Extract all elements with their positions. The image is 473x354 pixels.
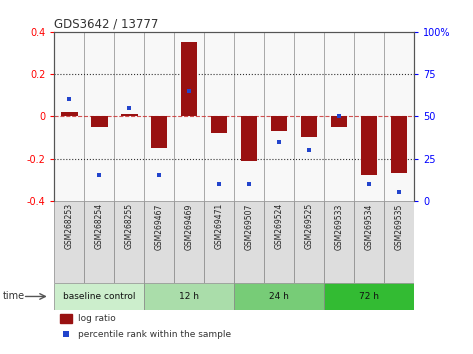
Text: GSM269524: GSM269524 — [274, 203, 284, 250]
Bar — [60, 314, 72, 323]
FancyBboxPatch shape — [54, 201, 84, 283]
Bar — [144, 32, 174, 201]
Text: GSM268255: GSM268255 — [125, 203, 134, 249]
Text: GSM269469: GSM269469 — [184, 203, 194, 250]
Bar — [354, 32, 384, 201]
Text: GSM269535: GSM269535 — [394, 203, 403, 250]
FancyBboxPatch shape — [294, 201, 324, 283]
Bar — [391, 116, 407, 173]
Bar — [204, 32, 234, 201]
Text: GSM268253: GSM268253 — [65, 203, 74, 249]
Text: GSM269534: GSM269534 — [364, 203, 374, 250]
Text: GSM269467: GSM269467 — [155, 203, 164, 250]
FancyBboxPatch shape — [114, 201, 144, 283]
FancyBboxPatch shape — [144, 283, 234, 310]
Bar — [271, 116, 287, 131]
Text: 72 h: 72 h — [359, 292, 379, 301]
FancyBboxPatch shape — [324, 201, 354, 283]
Text: GSM269525: GSM269525 — [305, 203, 314, 250]
Bar — [114, 32, 144, 201]
FancyBboxPatch shape — [264, 201, 294, 283]
FancyBboxPatch shape — [84, 201, 114, 283]
Text: 24 h: 24 h — [269, 292, 289, 301]
Bar — [91, 116, 107, 127]
FancyBboxPatch shape — [234, 283, 324, 310]
Text: time: time — [2, 291, 25, 302]
Bar — [84, 32, 114, 201]
Bar — [234, 32, 264, 201]
Bar — [211, 116, 228, 133]
Text: baseline control: baseline control — [63, 292, 136, 301]
FancyBboxPatch shape — [174, 201, 204, 283]
FancyBboxPatch shape — [384, 201, 414, 283]
FancyBboxPatch shape — [354, 201, 384, 283]
Bar — [294, 32, 324, 201]
Bar — [174, 32, 204, 201]
FancyBboxPatch shape — [54, 283, 144, 310]
Bar — [61, 112, 78, 116]
FancyBboxPatch shape — [144, 201, 174, 283]
Bar — [54, 32, 84, 201]
Bar — [301, 116, 317, 137]
Text: GSM269471: GSM269471 — [215, 203, 224, 250]
FancyBboxPatch shape — [204, 201, 234, 283]
Text: GSM269533: GSM269533 — [334, 203, 343, 250]
Text: GDS3642 / 13777: GDS3642 / 13777 — [54, 18, 159, 31]
Bar — [241, 116, 257, 161]
Bar — [324, 32, 354, 201]
Bar — [121, 114, 138, 116]
Bar — [384, 32, 414, 201]
Text: GSM269507: GSM269507 — [245, 203, 254, 250]
Text: 12 h: 12 h — [179, 292, 199, 301]
Bar — [264, 32, 294, 201]
Text: percentile rank within the sample: percentile rank within the sample — [78, 330, 231, 338]
Text: log ratio: log ratio — [78, 314, 115, 323]
Bar — [151, 116, 167, 148]
Text: GSM268254: GSM268254 — [95, 203, 104, 249]
FancyBboxPatch shape — [324, 283, 414, 310]
FancyBboxPatch shape — [234, 201, 264, 283]
Bar — [181, 42, 197, 116]
Bar — [331, 116, 347, 127]
Bar — [361, 116, 377, 176]
